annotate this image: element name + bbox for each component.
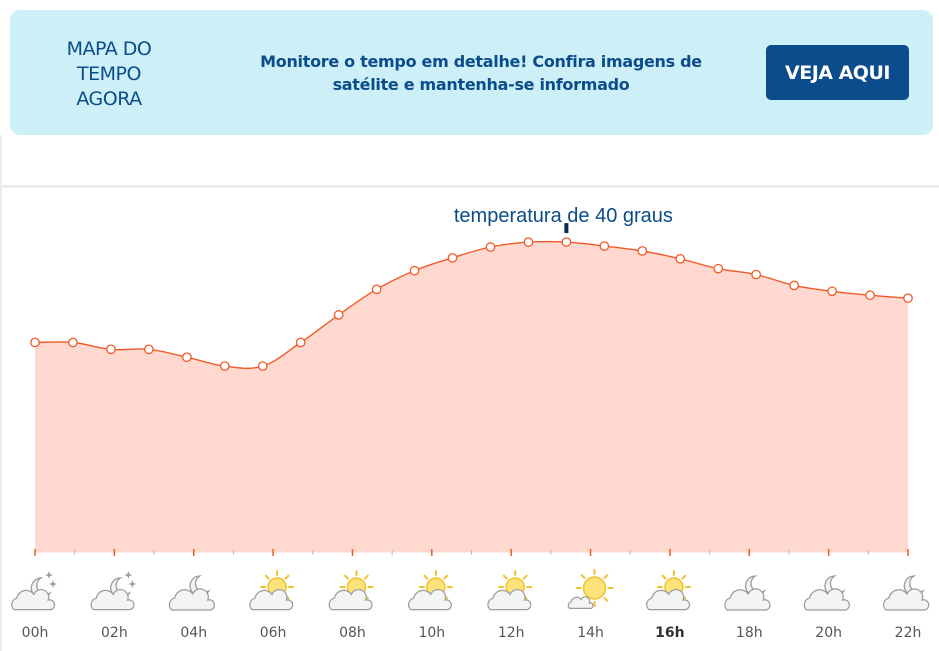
- sun-ray: [344, 574, 349, 580]
- night-partly-cloudy-icon: [90, 571, 137, 611]
- hourly-temperature-chart: temperatura de 40 graus 00h 02h 04h 06h 08h 1…: [11, 205, 930, 641]
- data-point: [789, 280, 799, 291]
- sun-cloud-icon: [567, 569, 614, 609]
- data-point: [523, 237, 534, 247]
- banner-title-line: AGORA: [76, 88, 142, 110]
- banner-text-line: Monitore o tempo em detalhe! Confira ima…: [260, 52, 702, 71]
- star-shape: [49, 580, 57, 588]
- data-point: [903, 293, 913, 304]
- partly-sunny-icon: [487, 570, 533, 611]
- hour-label: 12h: [498, 625, 525, 641]
- cloud-shape: [168, 588, 216, 611]
- cloud-shape: [249, 588, 294, 611]
- banner-text-line: satélite e mantenha-se informado: [332, 75, 630, 94]
- partly-sunny-icon: [408, 570, 453, 611]
- cloud-shape: [567, 596, 594, 609]
- weather-icons: [11, 569, 930, 611]
- data-point: [295, 337, 306, 348]
- data-point: [371, 284, 382, 295]
- data-point: [181, 352, 192, 363]
- night-cloudy-icon: [883, 575, 930, 611]
- annotation-marker: [564, 223, 569, 234]
- hour-label: 04h: [180, 625, 207, 641]
- partly-sunny-icon: [646, 570, 691, 611]
- hour-label: 00h: [22, 625, 49, 641]
- cloud-shape: [408, 588, 452, 611]
- sun-ray: [681, 574, 687, 580]
- hour-label: 14h: [577, 625, 604, 641]
- weather-map-banner: MAPA DO TEMPO AGORA Monitore o tempo em …: [10, 10, 933, 135]
- hour-label: 22h: [895, 625, 922, 641]
- star-shape: [45, 571, 53, 579]
- sun-ray: [661, 574, 667, 580]
- sun-disc: [582, 576, 607, 600]
- partly-sunny-icon: [328, 570, 374, 611]
- partly-sunny-icon: [249, 570, 295, 611]
- hour-label: 16h: [655, 625, 684, 641]
- star-shape: [124, 571, 133, 579]
- data-point: [30, 337, 40, 348]
- veja-aqui-button[interactable]: VEJA AQUI: [766, 45, 909, 100]
- x-axis-ticks: [34, 549, 909, 556]
- night-partly-cloudy-icon: [11, 571, 57, 611]
- sun-ray: [522, 574, 528, 580]
- banner-title-line: MAPA DO: [66, 38, 152, 60]
- data-point: [637, 246, 648, 256]
- data-point: [257, 361, 268, 371]
- banner-title-line: TEMPO: [77, 63, 141, 85]
- cloud-shape: [487, 588, 532, 611]
- star-shape: [128, 580, 137, 588]
- night-cloudy-icon: [803, 575, 850, 611]
- sun-ray: [284, 574, 290, 580]
- sun-ray: [580, 574, 586, 580]
- data-point: [409, 265, 420, 276]
- data-point: [865, 290, 875, 301]
- data-point: [713, 263, 724, 274]
- cloud-shape: [883, 588, 930, 611]
- hour-label: 20h: [815, 625, 842, 641]
- data-point: [68, 337, 78, 348]
- banner-description: Monitore o tempo em detalhe! Confira ima…: [246, 50, 716, 96]
- cloud-shape: [803, 588, 850, 611]
- sun-ray: [264, 574, 270, 580]
- cloud-shape: [328, 588, 373, 611]
- hour-label: 02h: [101, 625, 128, 641]
- temperature-area: [35, 241, 908, 552]
- sun-ray: [443, 574, 449, 580]
- night-cloudy-icon: [168, 575, 216, 611]
- hour-label: 18h: [736, 625, 763, 641]
- cloud-shape: [724, 588, 771, 611]
- data-point: [485, 242, 496, 252]
- data-point: [144, 344, 154, 355]
- data-point: [599, 241, 610, 251]
- data-point: [561, 237, 572, 247]
- sun-ray: [603, 574, 609, 580]
- cloud-shape: [90, 588, 135, 611]
- sun-ray: [363, 574, 369, 580]
- data-point: [106, 344, 116, 355]
- data-point: [751, 269, 762, 280]
- hour-label: 08h: [339, 625, 366, 641]
- hour-label: 10h: [418, 625, 445, 641]
- sun-ray: [423, 574, 429, 580]
- data-point: [447, 252, 458, 263]
- panel-edge: [0, 135, 2, 651]
- data-point: [675, 253, 686, 264]
- data-point: [827, 286, 837, 297]
- data-point: [333, 310, 344, 320]
- sun-ray: [502, 574, 508, 580]
- hour-labels: 00h 02h 04h 06h 08h 10h 12h 14h 16h 18h 20h 22h: [22, 625, 922, 641]
- section-divider: [0, 185, 939, 188]
- cloud-shape: [11, 588, 56, 611]
- annotation-label: temperatura de 40 graus: [454, 205, 673, 227]
- night-cloudy-icon: [724, 575, 771, 611]
- hour-label: 06h: [260, 625, 287, 641]
- sun-ray: [603, 596, 609, 602]
- cloud-shape: [646, 588, 691, 611]
- data-point: [219, 361, 230, 371]
- banner-title: MAPA DO TEMPO AGORA: [54, 37, 164, 112]
- data-points: [30, 237, 913, 371]
